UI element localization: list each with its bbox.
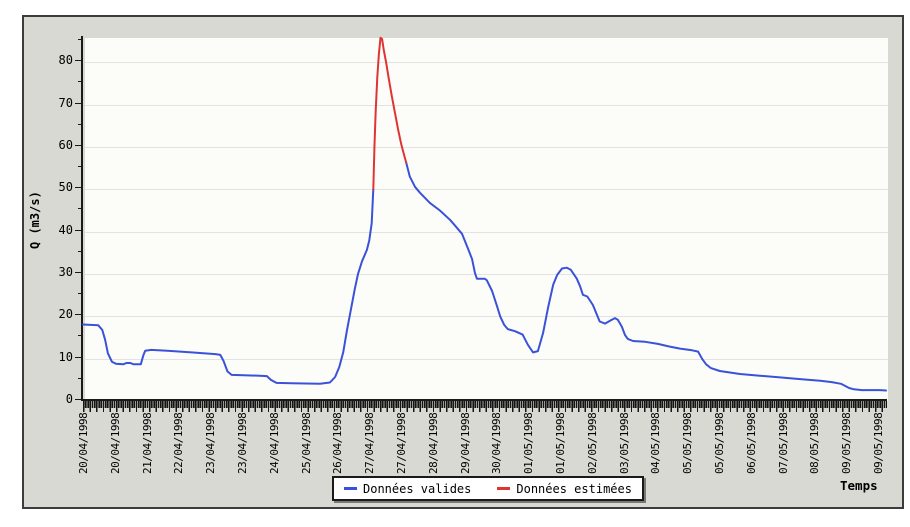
y-tick-label-10: 10	[58, 349, 73, 364]
legend-item-estimated: Données estimées	[497, 482, 632, 496]
valid-line-swatch-icon	[344, 487, 357, 490]
gridline-y-20	[85, 316, 888, 318]
y-tick-label-20: 20	[58, 307, 73, 322]
y-major-tick-60	[75, 144, 83, 146]
x-axis-title: Temps	[840, 478, 878, 493]
y-minor-tick-45	[78, 208, 83, 210]
valid-data-line-1	[82, 188, 375, 385]
y-minor-tick-25	[78, 293, 83, 295]
gridline-y-10	[85, 358, 888, 360]
estimated-data-line	[372, 36, 408, 191]
y-minor-tick-75	[78, 81, 83, 83]
legend-label-valid: Données valides	[363, 481, 472, 496]
y-tick-label-70: 70	[58, 95, 73, 110]
y-major-tick-10	[75, 356, 83, 358]
y-tick-label-80: 80	[58, 53, 73, 68]
gridline-y-60	[85, 146, 888, 148]
y-major-tick-0	[75, 399, 83, 400]
x-major-tick-band	[83, 401, 887, 412]
y-major-tick-70	[75, 102, 83, 104]
estimated-line-swatch-icon	[497, 487, 511, 490]
y-tick-label-50: 50	[58, 180, 73, 195]
x-axis-line	[81, 399, 887, 401]
gridline-y-80	[85, 62, 888, 64]
chart-panel	[22, 15, 904, 509]
y-minor-tick-85	[78, 38, 83, 40]
legend-label-estimated: Données estimées	[516, 481, 632, 496]
y-major-tick-50	[75, 187, 83, 189]
y-major-tick-20	[75, 314, 83, 316]
valid-data-line-2	[405, 161, 887, 392]
gridline-y-40	[85, 231, 888, 233]
y-minor-tick-35	[78, 250, 83, 252]
gridline-y-30	[85, 273, 888, 275]
y-minor-tick-65	[78, 123, 83, 125]
y-axis-line	[81, 36, 83, 401]
y-tick-label-40: 40	[58, 222, 73, 237]
gridline-y-70	[85, 104, 888, 106]
y-minor-tick-15	[78, 335, 83, 337]
legend-item-valid: Données valides	[344, 482, 471, 496]
y-major-tick-30	[75, 271, 83, 273]
y-major-tick-80	[75, 60, 83, 62]
y-minor-tick-55	[78, 166, 83, 168]
y-tick-label-0: 0	[65, 392, 73, 406]
legend: Données valides Données estimées	[332, 476, 644, 501]
y-major-tick-40	[75, 229, 83, 231]
y-tick-label-30: 30	[58, 264, 73, 279]
y-minor-tick-5	[78, 377, 83, 379]
plot-area	[85, 38, 888, 401]
gridline-y-50	[85, 189, 888, 191]
y-tick-label-60: 60	[58, 137, 73, 152]
